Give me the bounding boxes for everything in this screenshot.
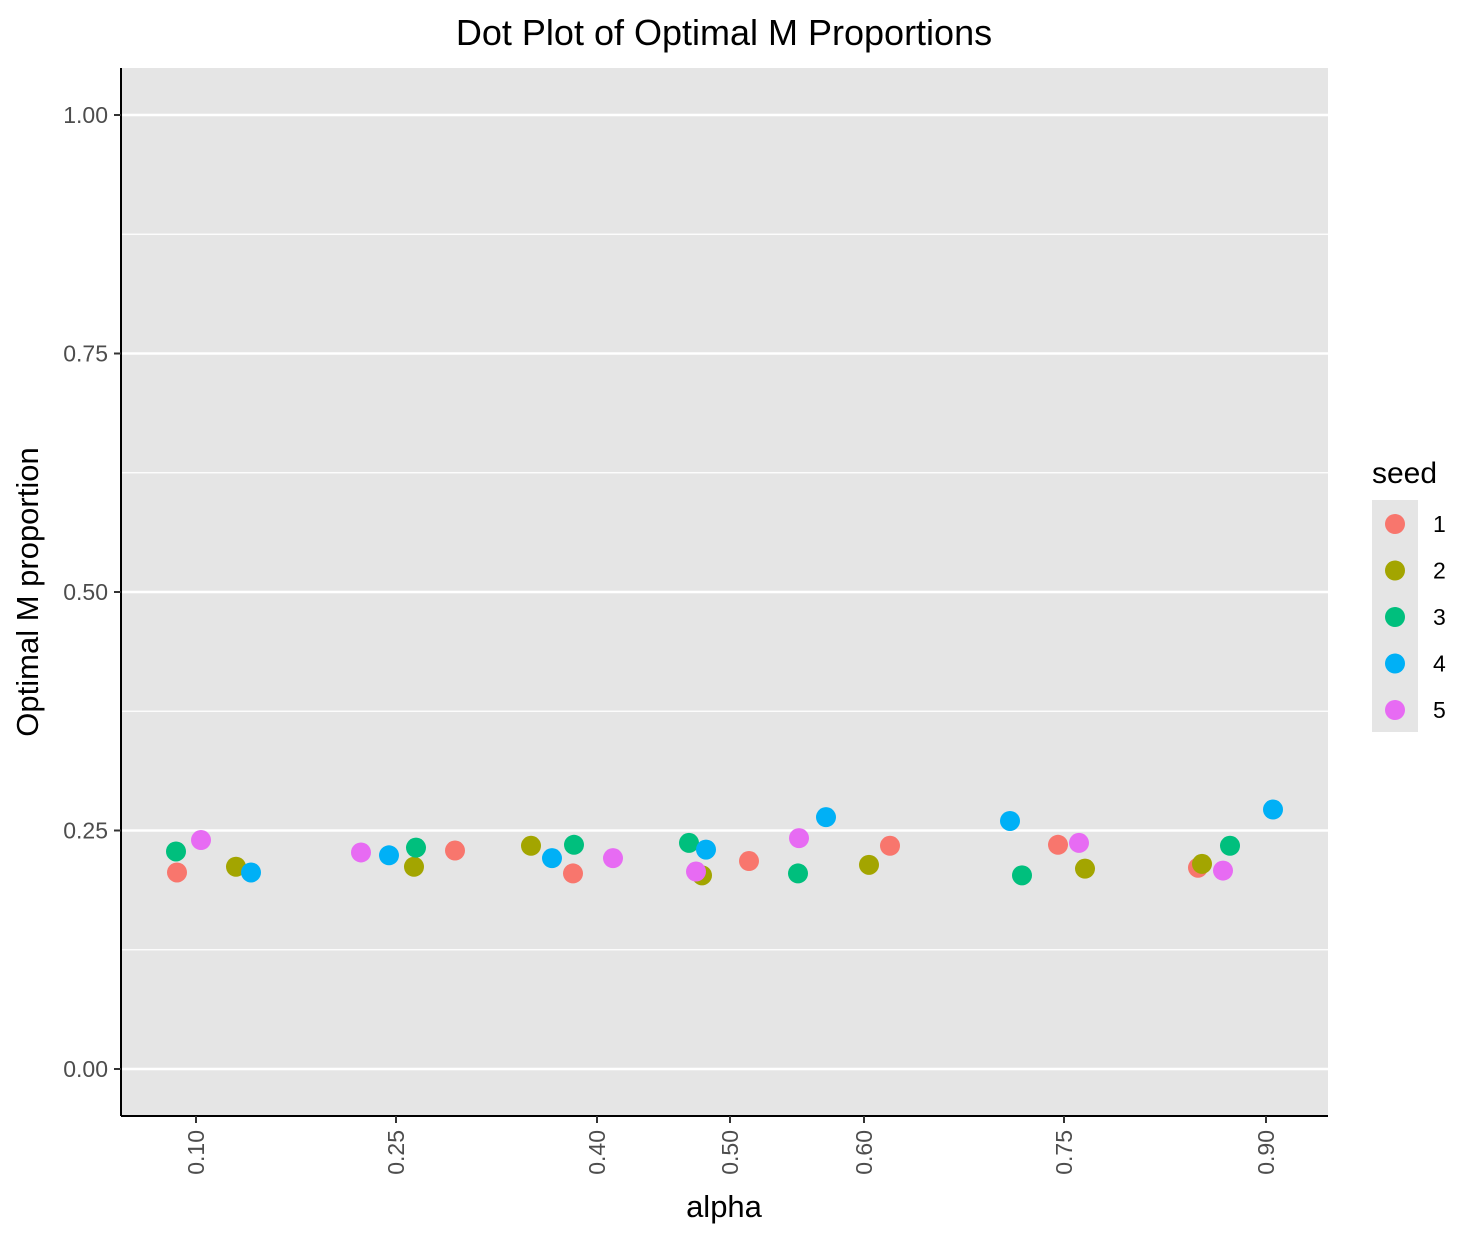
x-tick-label: 0.60 (851, 1130, 877, 1175)
y-axis-ticks: 0.00 0.25 0.50 0.75 1.00 (63, 102, 121, 1082)
gridlines (121, 113, 1328, 1071)
x-tick-label: 0.90 (1253, 1130, 1279, 1175)
data-point-seed-4 (816, 807, 836, 828)
y-tick-label: 0.50 (63, 579, 108, 605)
data-point-seed-1 (167, 862, 187, 883)
x-axis-ticks: 0.10 0.25 0.40 0.50 0.60 0.75 0.90 (183, 1116, 1279, 1175)
x-axis-title: alpha (686, 1189, 763, 1224)
data-point-seed-2 (521, 835, 541, 856)
data-point-seed-3 (788, 863, 808, 884)
data-point-seed-1 (880, 835, 900, 856)
data-point-seed-3 (166, 841, 186, 862)
data-point-seed-5 (686, 861, 706, 882)
data-point-seed-5 (789, 828, 809, 849)
data-point-seed-2 (1075, 858, 1095, 879)
data-point-seed-3 (1012, 865, 1032, 886)
data-point-seed-5 (191, 830, 211, 851)
data-point-seed-4 (1000, 810, 1020, 831)
data-point-seed-3 (406, 837, 426, 858)
data-point-seed-4 (696, 839, 716, 860)
y-tick-label: 0.00 (63, 1056, 108, 1082)
legend-key-seed-5 (1385, 700, 1405, 720)
data-point-seed-1 (445, 840, 465, 861)
data-point-seed-2 (859, 854, 879, 875)
data-point-seed-5 (603, 848, 623, 869)
x-tick-label: 0.25 (383, 1130, 409, 1175)
data-point-seed-1 (563, 863, 583, 884)
x-tick-label: 0.50 (717, 1130, 743, 1175)
data-points (166, 799, 1283, 886)
data-point-seed-5 (1069, 832, 1089, 853)
data-point-seed-4 (241, 862, 261, 883)
y-tick-label: 1.00 (63, 102, 108, 128)
data-point-seed-1 (1048, 834, 1068, 855)
legend-title: seed (1372, 457, 1437, 490)
legend-key-seed-3 (1385, 607, 1405, 627)
data-point-seed-4 (379, 845, 399, 866)
chart-title: Dot Plot of Optimal M Proportions (456, 12, 992, 53)
x-tick-label: 0.75 (1051, 1130, 1077, 1175)
x-tick-label: 0.10 (183, 1130, 209, 1175)
data-point-seed-3 (564, 834, 584, 855)
data-point-seed-3 (679, 832, 699, 853)
legend-key-seed-4 (1385, 653, 1405, 674)
legend-label-seed-2: 2 (1433, 558, 1446, 584)
legend-label-seed-1: 1 (1433, 511, 1446, 537)
y-tick-label: 0.75 (63, 341, 108, 367)
data-point-seed-2 (226, 856, 246, 877)
y-axis-title: Optimal M proportion (10, 447, 45, 736)
legend-label-seed-4: 4 (1433, 651, 1446, 677)
legend-key-seed-2 (1385, 560, 1405, 581)
data-point-seed-2 (404, 856, 424, 877)
data-point-seed-5 (1213, 860, 1233, 881)
legend-label-seed-3: 3 (1433, 604, 1446, 630)
data-point-seed-4 (1263, 799, 1283, 820)
legend-key-seed-1 (1385, 514, 1405, 534)
legend: seed 1 2 3 4 5 (1372, 457, 1446, 732)
x-tick-label: 0.40 (584, 1130, 610, 1175)
data-point-seed-4 (542, 848, 562, 869)
data-point-seed-3 (1220, 835, 1240, 856)
data-point-seed-2 (1192, 853, 1212, 874)
y-tick-label: 0.25 (63, 818, 108, 844)
data-point-seed-5 (351, 842, 371, 863)
data-point-seed-1 (739, 851, 759, 872)
legend-label-seed-5: 5 (1433, 697, 1446, 723)
